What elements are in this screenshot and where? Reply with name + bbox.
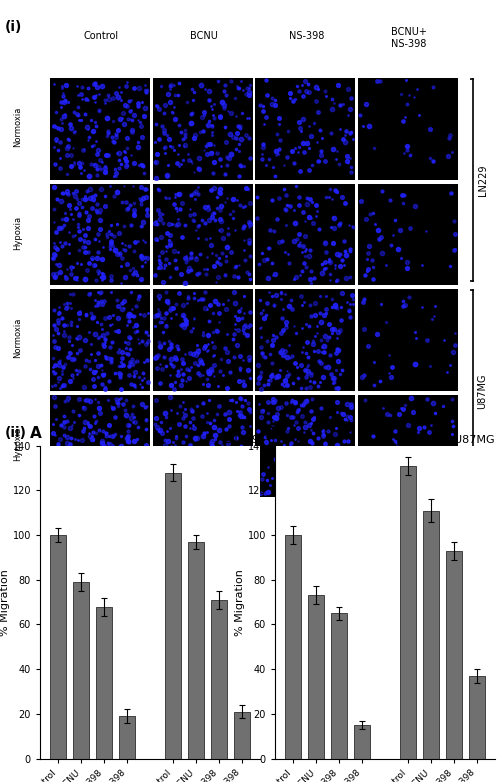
Text: (i): (i) <box>5 20 22 34</box>
Y-axis label: % Migration: % Migration <box>234 569 244 636</box>
Text: LN229: LN229 <box>478 164 488 196</box>
Bar <box>468 676 484 759</box>
Text: U87MG: U87MG <box>454 435 495 445</box>
Bar <box>188 542 204 759</box>
Text: A: A <box>30 426 42 441</box>
Bar <box>446 551 462 759</box>
Y-axis label: % Migration: % Migration <box>0 569 10 636</box>
Bar <box>354 725 370 759</box>
Bar <box>400 466 416 759</box>
Bar <box>96 607 112 759</box>
Bar <box>423 511 439 759</box>
Bar <box>165 472 181 759</box>
Bar <box>308 595 324 759</box>
Text: LN229: LN229 <box>224 435 260 445</box>
Text: Normoxia: Normoxia <box>13 107 22 147</box>
Text: B: B <box>265 426 276 441</box>
Text: NS-398: NS-398 <box>288 31 324 41</box>
Bar <box>210 600 227 759</box>
Text: Normoxia: Normoxia <box>13 318 22 358</box>
Text: U87MG: U87MG <box>478 373 488 409</box>
Text: BCNU: BCNU <box>190 31 218 41</box>
Bar <box>234 712 250 759</box>
Bar <box>286 535 302 759</box>
Bar <box>73 582 90 759</box>
Text: (ii): (ii) <box>5 426 27 440</box>
Text: Control: Control <box>84 31 119 41</box>
Text: Hypoxia: Hypoxia <box>13 427 22 461</box>
Bar <box>119 716 135 759</box>
Text: BCNU+
NS-398: BCNU+ NS-398 <box>391 27 426 49</box>
Text: Hypoxia: Hypoxia <box>13 216 22 249</box>
Bar <box>331 613 347 759</box>
Bar <box>50 535 66 759</box>
